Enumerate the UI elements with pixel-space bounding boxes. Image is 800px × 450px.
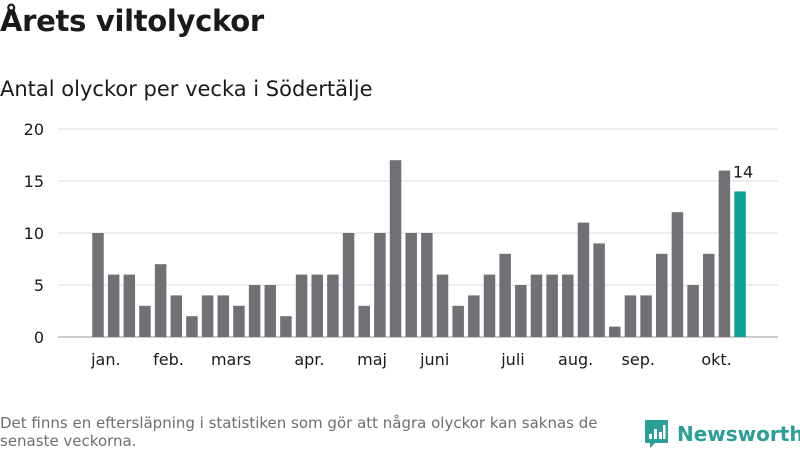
bar	[405, 233, 417, 337]
data-labels: 14	[733, 162, 753, 181]
bar	[154, 264, 167, 337]
footnote: Det finns en eftersläpning i statistiken…	[0, 414, 598, 450]
bar	[186, 316, 198, 337]
x-tick-label: feb.	[153, 350, 184, 369]
bar	[483, 274, 496, 337]
chart-subtitle: Antal olyckor per vecka i Södertälje	[0, 77, 373, 101]
x-tick-label: mars	[211, 350, 251, 369]
bars	[92, 160, 746, 337]
bar-chart: 0 5 10 15 20 14 jan. feb. mars apr. maj juni juli a…	[24, 120, 778, 369]
x-tick-label: maj	[357, 350, 387, 369]
brand-logo[interactable]: Newsworthy	[644, 419, 800, 449]
x-tick-label: sep.	[622, 350, 655, 369]
bar	[421, 233, 433, 337]
bar	[327, 274, 339, 337]
bar	[264, 285, 277, 337]
x-axis-ticks: jan. feb. mars apr. maj juni juli aug. sep. okt.	[90, 350, 732, 369]
bar	[609, 326, 621, 337]
bar	[233, 305, 245, 337]
bar	[280, 316, 292, 337]
bar	[546, 274, 558, 337]
bar	[577, 222, 590, 337]
bar	[499, 253, 511, 337]
bar	[374, 233, 386, 337]
y-tick-label: 20	[24, 120, 44, 139]
x-tick-label: okt.	[701, 350, 731, 369]
y-tick-label: 0	[34, 328, 44, 347]
newsworthy-logo-icon	[645, 420, 668, 448]
bar	[593, 243, 605, 337]
bar	[515, 285, 527, 337]
x-tick-label: apr.	[294, 350, 324, 369]
y-tick-label: 15	[24, 172, 44, 191]
bar	[311, 274, 323, 337]
bar	[107, 274, 120, 337]
bar	[248, 285, 261, 337]
bar	[217, 295, 230, 337]
bar	[702, 253, 715, 337]
bar	[624, 295, 637, 337]
brand-name: Newsworthy	[677, 422, 800, 446]
chart-title: Årets viltolyckor	[0, 4, 264, 38]
x-tick-label: aug.	[558, 350, 593, 369]
bar	[687, 285, 699, 337]
bar	[201, 295, 214, 337]
bar	[718, 170, 731, 337]
y-axis-ticks: 0 5 10 15 20	[24, 120, 44, 347]
bar	[436, 274, 449, 337]
y-tick-label: 10	[24, 224, 44, 243]
x-tick-label: juli	[500, 350, 524, 369]
bar	[170, 295, 183, 337]
bar	[452, 305, 464, 337]
bar	[342, 233, 355, 337]
y-tick-label: 5	[34, 276, 44, 295]
bar	[92, 233, 104, 337]
bar	[389, 160, 402, 337]
bar	[358, 305, 370, 337]
bar-highlight	[734, 191, 746, 337]
bar	[530, 274, 543, 337]
x-tick-label: juni	[419, 350, 449, 369]
bar	[295, 274, 308, 337]
data-label-highlight: 14	[733, 162, 753, 181]
bar	[671, 212, 684, 337]
bar	[468, 295, 480, 337]
bar	[139, 305, 151, 337]
bar	[123, 274, 136, 337]
bar	[656, 253, 668, 337]
x-tick-label: jan.	[90, 350, 120, 369]
bar	[640, 295, 652, 337]
bar	[562, 274, 574, 337]
